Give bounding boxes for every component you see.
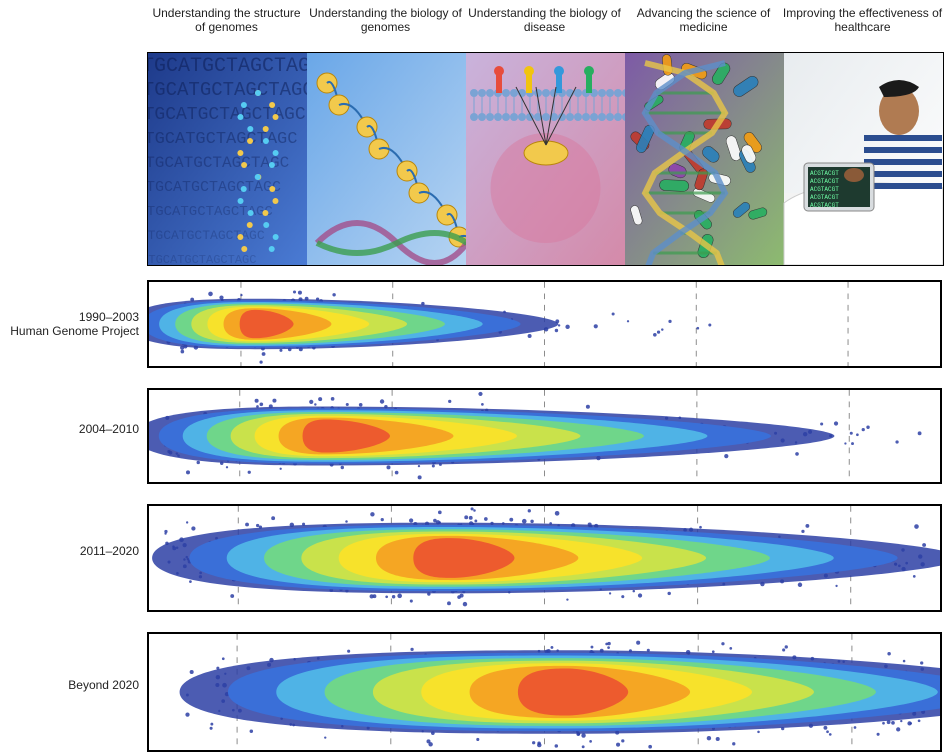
- category-headers: Understanding the structure of genomesUn…: [147, 0, 942, 50]
- density-blob: [180, 650, 940, 734]
- row-label-3: 2011–2020: [0, 544, 147, 558]
- density-svg-4: [149, 634, 940, 750]
- category-header-3: Understanding the biology of disease: [465, 6, 625, 34]
- svg-text:CATGCATGCTAGCTAGC: CATGCATGCTAGCTAGC: [147, 204, 273, 220]
- svg-text:CATGCATGCTAGCTAGC: CATGCATGCTAGCTAGC: [147, 228, 265, 243]
- banner-pane-5: ACGTACGTACGTACGTACGTACGTACGTACGTACGTACGT: [784, 53, 943, 265]
- svg-text:ACGTACGT: ACGTACGT: [810, 170, 839, 177]
- density-panel-4: [147, 632, 942, 752]
- density-blob: [149, 407, 834, 466]
- svg-text:ACGTACGT: ACGTACGT: [810, 194, 839, 201]
- svg-text:ACGTACGT: ACGTACGT: [810, 178, 839, 185]
- banner-pane-1: CATGCATGCTAGCTAGCCATGCATGCTAGCTAGCCATGCA…: [147, 53, 322, 266]
- category-header-5: Improving the effectiveness of healthcar…: [783, 6, 943, 34]
- density-blob: [152, 523, 940, 594]
- category-header-2: Understanding the biology of genomes: [306, 6, 466, 34]
- row-label-4: Beyond 2020: [0, 678, 147, 692]
- density-panel-3: [147, 504, 942, 612]
- svg-text:CATGCATGCTAGCTAGC: CATGCATGCTAGCTAGC: [147, 154, 289, 172]
- category-header-1: Understanding the structure of genomes: [147, 6, 307, 34]
- genomics-timeline-figure: Understanding the structure of genomesUn…: [0, 0, 944, 745]
- row-label-1: 1990–2003 Human Genome Project: [0, 310, 147, 338]
- category-header-4: Advancing the science of medicine: [624, 6, 784, 34]
- density-panels: 1990–2003 Human Genome Project2004–20102…: [147, 280, 942, 752]
- svg-text:CATGCATGCTAGCTAGC: CATGCATGCTAGCTAGC: [147, 55, 322, 78]
- density-svg-1: [149, 282, 940, 366]
- density-panel-1: [147, 280, 942, 368]
- svg-text:ACGTACGT: ACGTACGT: [810, 202, 839, 209]
- banner-pane-2: [307, 53, 487, 265]
- banner-wrap: CATGCATGCTAGCTAGCCATGCATGCTAGCTAGCCATGCA…: [147, 52, 942, 264]
- svg-text:CATGCATGCTAGCTAGC: CATGCATGCTAGCTAGC: [147, 253, 256, 266]
- row-label-2: 2004–2010: [0, 422, 147, 436]
- banner-illustration: CATGCATGCTAGCTAGCCATGCATGCTAGCTAGCCATGCA…: [147, 52, 944, 266]
- svg-text:CATGCATGCTAGCTAGC: CATGCATGCTAGCTAGC: [147, 130, 297, 149]
- density-svg-3: [149, 506, 940, 610]
- svg-text:CATGCATGCTAGCTAGC: CATGCATGCTAGCTAGC: [147, 179, 281, 196]
- density-svg-2: [149, 390, 940, 482]
- svg-text:ACGTACGT: ACGTACGT: [810, 186, 839, 193]
- density-panel-2: [147, 388, 942, 484]
- banner-pane-3: [466, 53, 630, 265]
- svg-text:CATGCATGCTAGCTAGC: CATGCATGCTAGCTAGC: [147, 79, 314, 101]
- banner-pane-4: [625, 53, 784, 266]
- density-blob: [149, 299, 558, 349]
- svg-text:CATGCATGCTAGCTAGC: CATGCATGCTAGCTAGC: [147, 105, 306, 125]
